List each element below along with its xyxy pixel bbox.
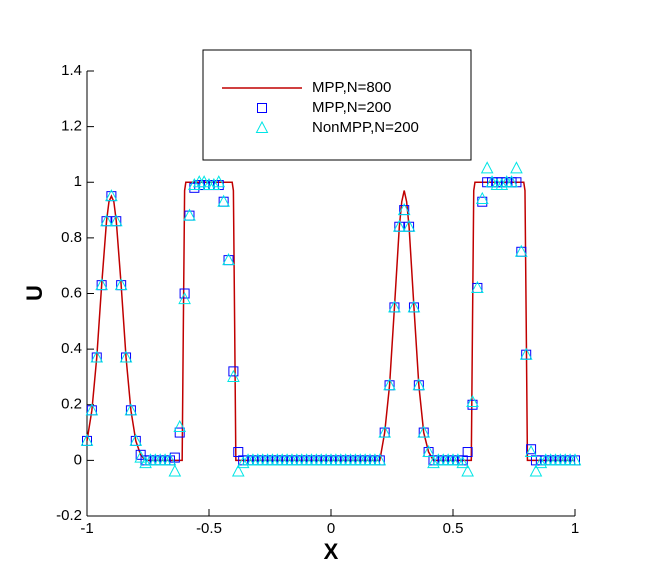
triangle-marker — [378, 425, 392, 438]
triangle-marker — [373, 453, 387, 466]
x-tick-label: -0.5 — [196, 520, 222, 537]
triangle-marker — [109, 214, 123, 227]
square-marker — [174, 427, 185, 438]
triangle-marker — [173, 419, 187, 432]
triangle-marker — [119, 350, 133, 363]
triangle-marker — [85, 403, 99, 416]
x-tick-label: 0 — [327, 520, 335, 537]
triangle-marker — [90, 350, 104, 363]
y-tick-label: 0.6 — [61, 284, 82, 301]
triangle-marker — [383, 378, 396, 391]
triangle-marker — [236, 456, 250, 469]
data-line — [86, 181, 575, 462]
triangle-marker — [456, 456, 470, 469]
square-marker — [179, 288, 190, 299]
triangle-marker — [417, 425, 431, 438]
triangle-marker — [134, 450, 148, 463]
triangle-marker — [188, 177, 201, 191]
triangle-marker — [466, 394, 479, 407]
triangle-marker — [495, 177, 509, 191]
triangle-marker — [163, 453, 177, 466]
triangle-marker — [114, 278, 128, 291]
triangle-marker — [197, 175, 211, 188]
legend-label: NonMPP,N=200 — [312, 119, 419, 136]
triangle-marker — [402, 219, 416, 232]
triangle-marker — [471, 280, 484, 293]
triangle-marker — [207, 177, 221, 191]
triangle-marker — [231, 464, 245, 477]
triangle-marker — [519, 347, 533, 360]
triangle-marker — [212, 175, 226, 188]
square-marker — [526, 444, 537, 455]
triangle-marker — [475, 191, 489, 204]
y-tick-label: 1.2 — [61, 118, 82, 135]
y-tick-label: 1.4 — [61, 62, 82, 79]
triangle-marker — [422, 444, 435, 458]
triangle-marker — [139, 456, 152, 469]
triangle-marker — [129, 433, 143, 446]
triangle-marker — [451, 453, 465, 466]
triangle-marker — [480, 161, 494, 174]
x-tick-label: -1 — [80, 520, 93, 537]
x-axis-label: X — [324, 539, 339, 564]
square-marker — [228, 366, 239, 377]
triangle-marker — [485, 175, 499, 188]
triangle-marker — [514, 244, 528, 257]
legend-label: MPP,N=200 — [312, 99, 391, 116]
y-tick-label: 0.8 — [61, 229, 82, 246]
triangle-marker — [397, 202, 411, 216]
triangle-marker — [217, 194, 230, 207]
triangle-marker — [80, 433, 94, 446]
triangle-marker — [529, 464, 543, 477]
y-tick-label: 0 — [74, 451, 82, 468]
triangle-marker — [505, 175, 518, 188]
triangle-marker — [95, 278, 108, 291]
triangle-marker — [178, 291, 191, 305]
triangle-marker — [407, 300, 421, 313]
legend-box — [202, 49, 472, 161]
triangle-marker — [534, 456, 548, 469]
square-marker — [257, 103, 267, 113]
y-tick-label: -0.2 — [56, 507, 82, 524]
y-tick-label: 1 — [74, 173, 82, 190]
triangle-marker — [222, 253, 235, 266]
triangle-marker — [510, 161, 523, 174]
triangle-marker — [461, 464, 474, 477]
triangle-marker — [100, 214, 113, 227]
triangle-marker — [568, 453, 582, 466]
triangle-marker — [183, 208, 196, 221]
triangle-marker — [227, 369, 240, 382]
y-tick-label: 0.4 — [61, 340, 82, 357]
triangle-marker — [388, 300, 401, 313]
x-tick-label: 0.5 — [443, 520, 464, 537]
square-marker — [169, 452, 180, 463]
triangle-marker — [412, 378, 426, 391]
y-axis-label: U — [22, 285, 47, 301]
triangle-marker — [392, 219, 406, 232]
triangle-marker — [124, 403, 138, 416]
x-tick-label: 1 — [571, 520, 579, 537]
triangle-marker — [255, 120, 269, 133]
y-tick-label: 0.2 — [61, 396, 82, 413]
triangle-marker — [524, 444, 538, 458]
triangle-marker — [168, 464, 182, 477]
legend-label: MPP,N=800 — [312, 79, 391, 96]
square-marker — [462, 447, 473, 458]
triangle-marker — [105, 189, 118, 202]
triangle-marker — [427, 456, 440, 469]
